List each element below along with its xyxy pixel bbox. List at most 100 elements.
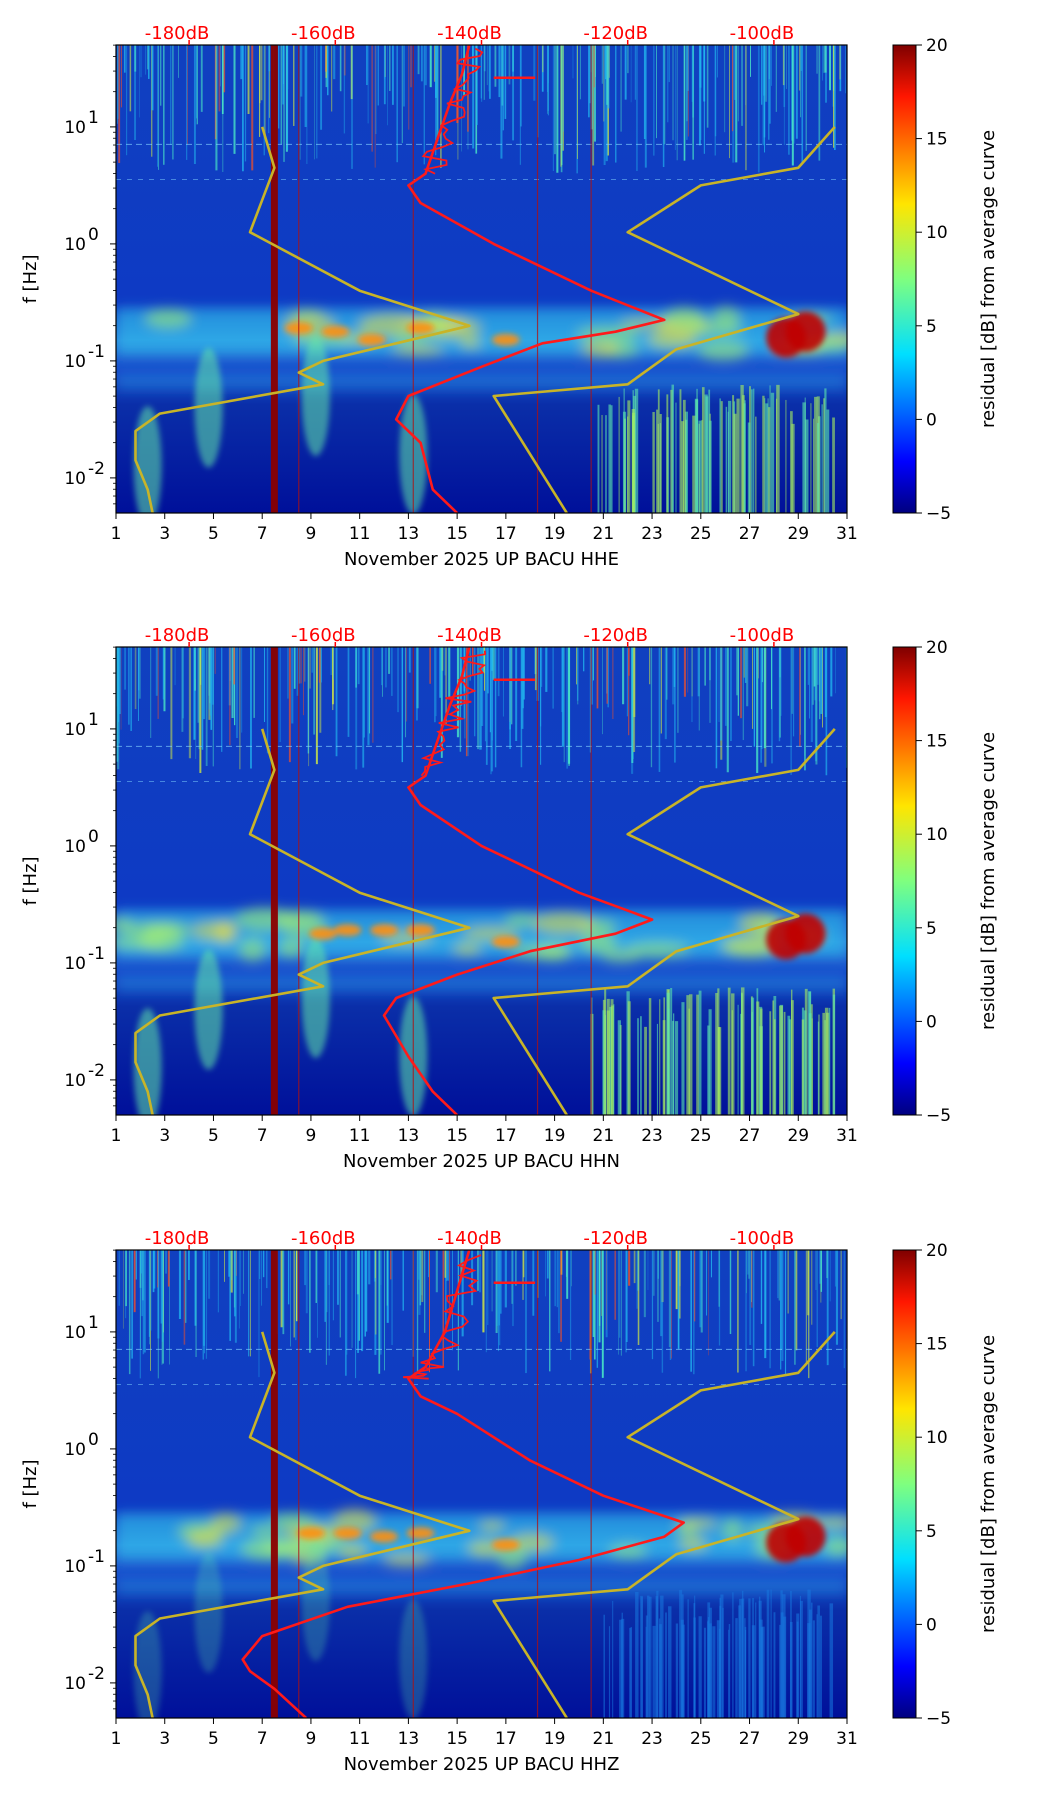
band-blob xyxy=(609,1544,648,1559)
colorbar-tick-label: 10 xyxy=(926,223,948,243)
x-tick-label: 7 xyxy=(257,1126,268,1146)
y-axis-label: f [Hz] xyxy=(20,1459,41,1508)
band-blob xyxy=(578,932,617,954)
db-tick-label: -160dB xyxy=(291,625,356,646)
x-tick-label: 17 xyxy=(495,524,517,544)
x-tick-label: 11 xyxy=(349,1126,371,1146)
x-tick-label: 29 xyxy=(787,1126,809,1146)
y-tick-exponent: 0 xyxy=(88,225,99,245)
db-tick-label: -120dB xyxy=(583,23,648,44)
band-blob xyxy=(508,1533,554,1552)
db-tick-label: -180dB xyxy=(145,625,210,646)
db-tick-label: -160dB xyxy=(291,1228,356,1249)
y-tick-label: 10 xyxy=(64,720,86,740)
lf-blob xyxy=(301,938,330,1058)
hot-spot xyxy=(491,1538,520,1551)
lf-blob xyxy=(194,1552,223,1673)
y-tick-exponent: 1 xyxy=(88,1313,99,1333)
hot-spot xyxy=(785,311,826,352)
y-tick-exponent: -2 xyxy=(88,1061,105,1081)
hot-spot xyxy=(406,924,435,937)
spectrogram-area xyxy=(116,45,847,513)
colorbar-tick-label: 5 xyxy=(926,919,937,939)
band-blob xyxy=(144,922,192,939)
x-tick-label: 7 xyxy=(257,524,268,544)
hot-spot xyxy=(785,1516,826,1557)
x-axis-label: November 2025 UP BACU HHN xyxy=(343,1151,620,1172)
hot-spot xyxy=(491,935,520,948)
db-tick-label: -180dB xyxy=(145,23,210,44)
noise-model-curve xyxy=(134,1331,471,1718)
microseism-band xyxy=(116,305,847,391)
y-tick-exponent: 1 xyxy=(88,108,99,128)
band-blob xyxy=(382,1553,431,1567)
hot-spot xyxy=(785,913,826,954)
band-blob xyxy=(271,1512,314,1528)
band-blob xyxy=(187,1530,223,1549)
x-tick-label: 9 xyxy=(306,1729,317,1749)
colorbar-tick-label: 0 xyxy=(926,410,937,430)
band-blob xyxy=(460,336,481,349)
lf-blob xyxy=(133,406,162,513)
db-tick-label: -140dB xyxy=(437,625,502,646)
band-blob xyxy=(238,938,267,962)
low-freq-blobs xyxy=(133,938,428,1115)
db-tick-label: -160dB xyxy=(291,23,356,44)
hot-spot xyxy=(333,924,362,937)
db-tick-label: -140dB xyxy=(437,23,502,44)
x-tick-label: 7 xyxy=(257,1729,268,1749)
x-tick-label: 27 xyxy=(739,524,761,544)
colorbar-tick-label: 10 xyxy=(926,1428,948,1448)
median-curve xyxy=(241,1250,685,1718)
median-curve xyxy=(394,45,666,513)
band-blob xyxy=(453,943,482,956)
microseism-band xyxy=(116,1508,847,1596)
spectrogram-area xyxy=(116,647,847,1115)
band-blob xyxy=(504,913,538,927)
colorbar-tick-label: 15 xyxy=(926,1335,948,1355)
colorbar-tick-label: 20 xyxy=(926,36,948,56)
y-tick-label: 10 xyxy=(64,235,86,255)
lf-blob xyxy=(194,949,223,1070)
band-glow xyxy=(116,974,847,993)
low-freq-blobs xyxy=(133,336,428,513)
y-tick-exponent: -2 xyxy=(88,459,105,479)
y-tick-exponent: -1 xyxy=(88,1547,105,1567)
colorbar-tick-label: −5 xyxy=(926,504,951,524)
colorbar-label: residual [dB] from average curve xyxy=(978,130,999,428)
x-tick-label: 13 xyxy=(398,1126,420,1146)
noise-model-curve xyxy=(492,1331,836,1718)
db-tick-label: -120dB xyxy=(583,625,648,646)
x-tick-label: 3 xyxy=(159,1126,170,1146)
band-blob xyxy=(711,305,741,330)
median-jitter xyxy=(421,47,484,175)
median-jitter xyxy=(420,650,487,777)
x-tick-label: 19 xyxy=(544,524,566,544)
band-blob xyxy=(332,1508,377,1533)
hot-spots xyxy=(284,311,826,358)
hot-spot xyxy=(491,333,520,346)
x-tick-label: 31 xyxy=(836,1729,858,1749)
hot-spot xyxy=(370,924,399,937)
band-blob xyxy=(338,1543,367,1560)
band-glow xyxy=(116,372,847,391)
band-blob xyxy=(116,936,168,950)
band-blob xyxy=(391,345,444,356)
x-tick-label: 5 xyxy=(208,524,219,544)
hot-spot xyxy=(406,1527,435,1540)
noise-model-curve xyxy=(492,126,836,513)
y-tick-exponent: 0 xyxy=(88,827,99,847)
x-tick-label: 3 xyxy=(159,1729,170,1749)
band-blob xyxy=(697,340,749,361)
colorbar-tick-label: 15 xyxy=(926,130,948,150)
x-tick-label: 25 xyxy=(690,524,712,544)
hot-spots xyxy=(309,913,826,960)
x-axis-label: November 2025 UP BACU HHZ xyxy=(344,1754,620,1775)
x-tick-label: 19 xyxy=(544,1126,566,1146)
colorbar-tick-label: −5 xyxy=(926,1106,951,1126)
lf-blob xyxy=(301,1541,330,1661)
db-tick-label: -140dB xyxy=(437,1228,502,1249)
noise-model-curve xyxy=(492,728,836,1115)
